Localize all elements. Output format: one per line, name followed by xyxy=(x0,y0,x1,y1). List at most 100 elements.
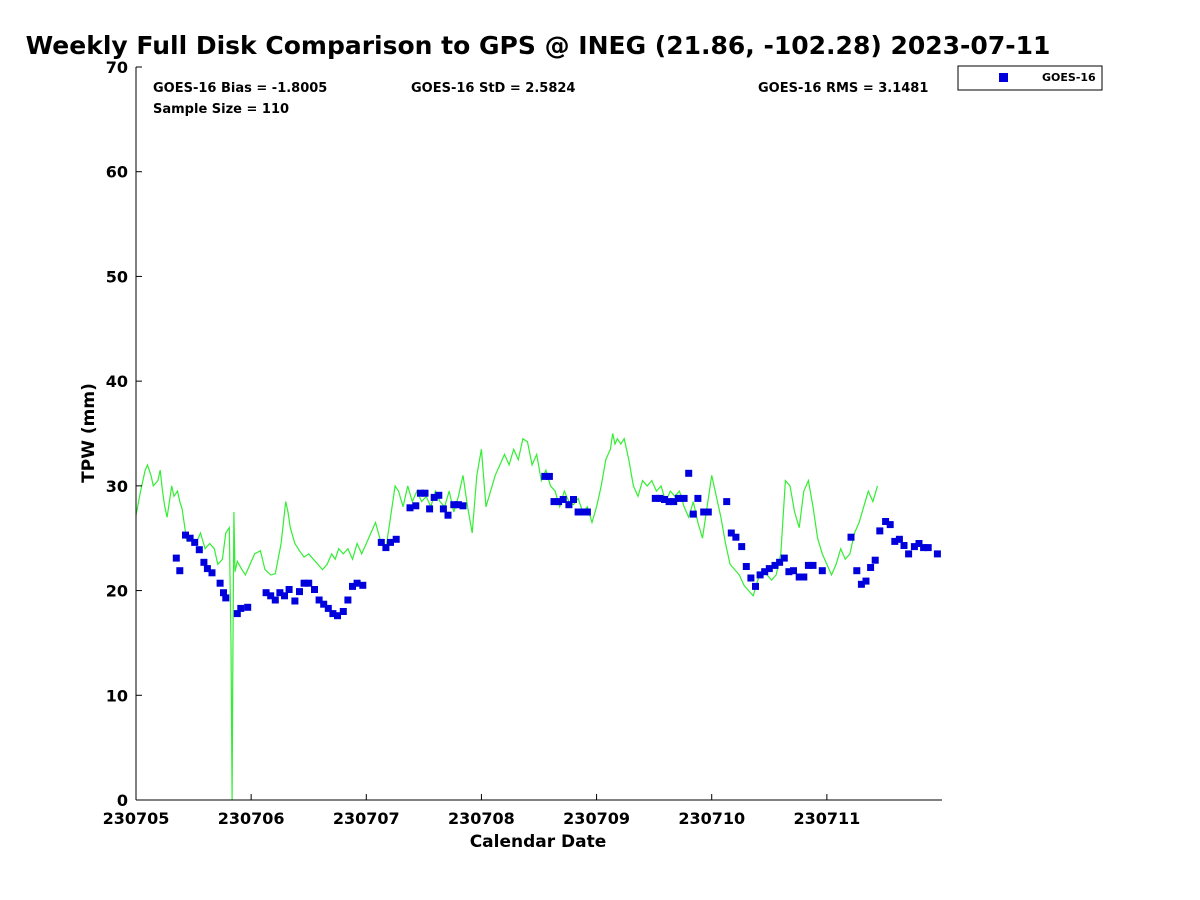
goes16-point xyxy=(412,502,420,510)
goes16-point xyxy=(871,556,879,564)
goes16-point xyxy=(186,534,194,542)
goes16-point xyxy=(661,496,668,503)
goes16-point xyxy=(208,569,216,577)
x-ticks: 230705 230706 230707 230708 230709 230710 2307… xyxy=(103,794,860,828)
goes16-point xyxy=(182,531,189,539)
goes16-point xyxy=(665,498,673,506)
y-tick-label: 40 xyxy=(106,372,128,391)
goes16-point xyxy=(853,567,861,575)
goes16-point xyxy=(651,494,659,502)
y-tick-label: 0 xyxy=(117,791,128,810)
goes16-point xyxy=(416,489,424,497)
goes16-point xyxy=(780,554,788,562)
goes16-point xyxy=(541,472,549,480)
goes16-point xyxy=(344,596,352,604)
x-tick-label: 230705 xyxy=(103,809,170,828)
goes16-point xyxy=(359,581,367,589)
legend-label-goes16: GOES-16 xyxy=(1042,71,1096,84)
x-tick-label: 230709 xyxy=(563,809,630,828)
goes16-point xyxy=(920,544,928,552)
goes16-point xyxy=(800,573,808,581)
goes16-point xyxy=(895,535,903,543)
goes16-point xyxy=(315,596,323,604)
goes16-point xyxy=(216,579,224,587)
goes16-point xyxy=(300,579,308,587)
goes16-point xyxy=(435,491,443,499)
goes16-point xyxy=(738,543,746,551)
y-tick-label: 50 xyxy=(106,267,128,286)
goes16-point xyxy=(550,498,558,506)
goes16-point xyxy=(933,550,941,558)
goes16-point xyxy=(765,565,773,573)
goes16-point xyxy=(752,582,759,590)
goes16-point xyxy=(406,504,414,512)
goes16-point xyxy=(439,505,447,513)
y-axis-label: TPW (mm) xyxy=(79,383,99,483)
goes16-point xyxy=(862,577,870,585)
goes16-point xyxy=(305,579,313,587)
goes16-point xyxy=(237,604,245,612)
goes16-point xyxy=(570,496,577,503)
goes16-point xyxy=(353,579,361,587)
goes16-point xyxy=(685,469,693,477)
goes16-point xyxy=(450,501,458,509)
y-tick-label: 70 xyxy=(106,58,128,77)
goes16-point xyxy=(670,498,678,506)
goes16-point xyxy=(910,543,918,551)
x-tick-label: 230706 xyxy=(218,809,285,828)
goes16-point xyxy=(262,589,270,597)
goes16-point xyxy=(334,612,341,620)
goes16-point xyxy=(377,538,385,546)
goes16-point xyxy=(565,501,573,509)
goes16-point xyxy=(176,567,184,575)
x-tick-label: 230708 xyxy=(448,809,515,828)
goes16-point xyxy=(267,592,275,600)
goes16-point xyxy=(891,537,899,545)
goes16-point xyxy=(421,489,429,497)
goes16-point xyxy=(559,496,567,503)
goes16-point xyxy=(320,600,328,608)
goes16-point xyxy=(392,535,400,543)
goes16-point xyxy=(285,586,293,593)
goes16-point xyxy=(704,508,712,516)
goes16-point xyxy=(818,567,826,575)
x-tick-label: 230707 xyxy=(333,809,400,828)
stat-bias: GOES-16 Bias = -1.8005 xyxy=(153,81,327,96)
goes16-point xyxy=(311,586,318,593)
goes16-point xyxy=(244,603,252,611)
goes16-point xyxy=(809,561,817,569)
goes16-point xyxy=(387,538,394,546)
legend-marker-square-icon xyxy=(999,73,1008,82)
goes16-point xyxy=(583,508,591,516)
goes16-point xyxy=(776,558,784,566)
goes16-point xyxy=(291,597,299,605)
goes16-point xyxy=(579,508,587,516)
goes16-point xyxy=(742,563,750,570)
stat-std: GOES-16 StD = 2.5824 xyxy=(411,81,575,96)
chart-title: Weekly Full Disk Comparison to GPS @ INE… xyxy=(26,31,1051,60)
goes16-point xyxy=(656,494,664,502)
goes16-point xyxy=(694,494,702,502)
goes16-point xyxy=(915,540,923,547)
goes16-point xyxy=(674,494,682,502)
x-tick-label: 230711 xyxy=(793,809,860,828)
goes16-point xyxy=(296,588,303,596)
goes16-point xyxy=(876,527,884,535)
goes16-point xyxy=(680,494,688,502)
goes16-point xyxy=(191,538,199,546)
goes16-point xyxy=(195,546,203,554)
goes16-point xyxy=(324,604,332,612)
goes16-point xyxy=(271,596,279,604)
goes16-point xyxy=(222,594,230,602)
legend-box xyxy=(957,65,1103,91)
goes16-point xyxy=(905,550,913,558)
goes16-point xyxy=(867,564,875,571)
goes16-point xyxy=(382,544,390,552)
legend: GOES-16 xyxy=(957,65,1103,91)
y-tick-label: 10 xyxy=(106,686,128,705)
goes16-point xyxy=(349,582,356,590)
stat-rms: GOES-16 RMS = 3.1481 xyxy=(758,81,928,96)
goes16-point xyxy=(747,574,755,582)
goes16-point xyxy=(339,608,347,615)
